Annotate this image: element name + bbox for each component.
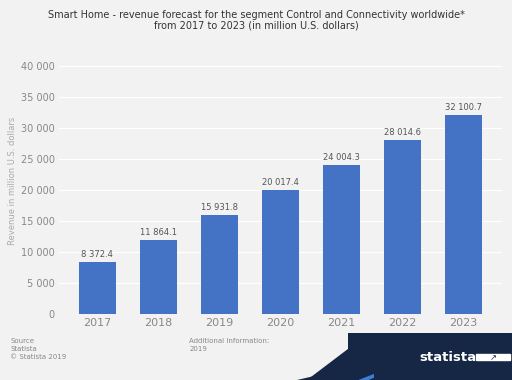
FancyBboxPatch shape xyxy=(476,354,510,360)
Text: 15 931.8: 15 931.8 xyxy=(201,203,238,212)
Text: 32 100.7: 32 100.7 xyxy=(445,103,482,112)
Text: 28 014.6: 28 014.6 xyxy=(384,128,421,137)
Bar xyxy=(201,215,238,314)
Text: ↗: ↗ xyxy=(489,353,497,362)
Text: 8 372.4: 8 372.4 xyxy=(81,250,113,259)
Bar xyxy=(384,140,421,314)
Text: 20 017.4: 20 017.4 xyxy=(262,177,299,187)
Text: from 2017 to 2023 (in million U.S. dollars): from 2017 to 2023 (in million U.S. dolla… xyxy=(154,21,358,31)
Polygon shape xyxy=(348,332,512,380)
Y-axis label: Revenue in million U.S. dollars: Revenue in million U.S. dollars xyxy=(8,116,16,245)
Polygon shape xyxy=(307,332,512,380)
Polygon shape xyxy=(374,330,512,380)
Text: Smart Home - revenue forecast for the segment Control and Connectivity worldwide: Smart Home - revenue forecast for the se… xyxy=(48,10,464,19)
Polygon shape xyxy=(317,332,512,380)
Bar xyxy=(79,262,116,314)
Bar xyxy=(140,240,177,314)
Bar xyxy=(445,115,482,313)
Polygon shape xyxy=(328,332,461,380)
Text: 11 864.1: 11 864.1 xyxy=(140,228,177,237)
Polygon shape xyxy=(297,330,512,380)
Text: statista: statista xyxy=(419,351,477,364)
Text: Additional Information:
2019: Additional Information: 2019 xyxy=(189,338,270,352)
Text: 24 004.3: 24 004.3 xyxy=(323,153,360,162)
Bar xyxy=(262,190,298,314)
Bar xyxy=(323,165,359,314)
Text: Source
Statista
© Statista 2019: Source Statista © Statista 2019 xyxy=(10,338,67,360)
